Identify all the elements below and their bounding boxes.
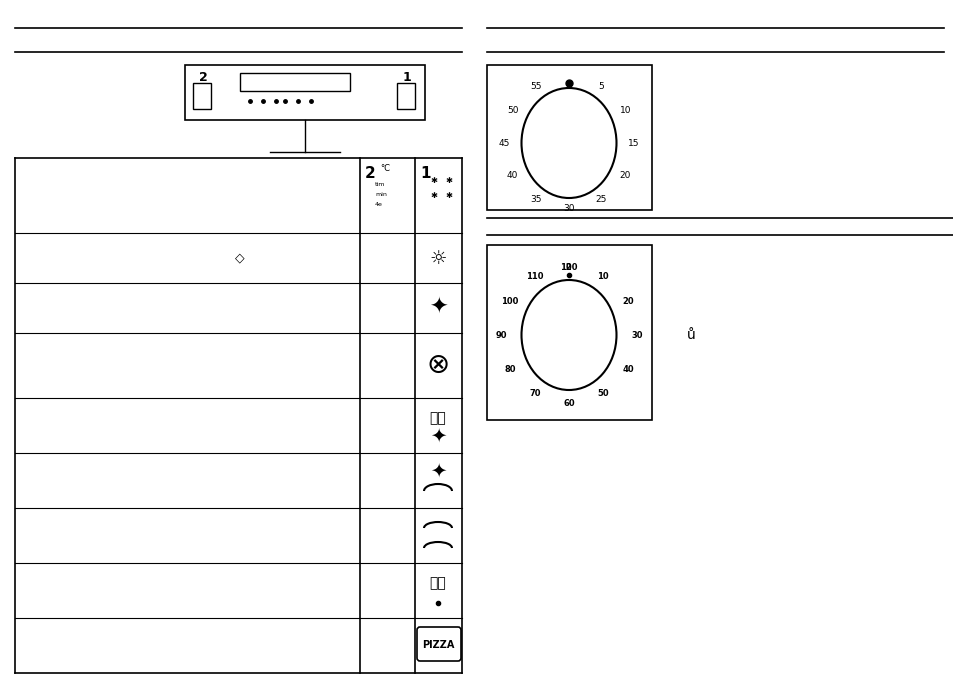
Text: 90: 90 <box>495 330 506 339</box>
Text: ◇: ◇ <box>235 252 245 265</box>
Text: 30: 30 <box>631 330 642 339</box>
Text: 10: 10 <box>597 272 608 281</box>
FancyBboxPatch shape <box>396 83 415 109</box>
Text: 25: 25 <box>596 195 606 204</box>
Text: ✦: ✦ <box>428 298 447 318</box>
Text: 2: 2 <box>198 70 207 84</box>
Text: 15: 15 <box>628 138 639 147</box>
Ellipse shape <box>521 88 616 198</box>
Text: ✱: ✱ <box>430 176 436 185</box>
Text: 0: 0 <box>565 263 571 272</box>
Text: 30: 30 <box>562 204 574 213</box>
Text: 35: 35 <box>530 195 541 204</box>
Text: 4e: 4e <box>375 202 382 207</box>
Text: ů: ů <box>686 328 695 342</box>
Text: 40: 40 <box>621 364 633 374</box>
Text: ✱: ✱ <box>444 176 452 185</box>
Text: 55: 55 <box>530 82 541 91</box>
Text: 〜〜: 〜〜 <box>429 576 446 590</box>
Text: ☼: ☼ <box>429 249 446 267</box>
Text: 10: 10 <box>618 106 630 115</box>
Text: ✦: ✦ <box>430 426 446 446</box>
Text: min: min <box>375 192 387 197</box>
Text: 1: 1 <box>419 166 430 180</box>
Text: 70: 70 <box>529 390 540 399</box>
Text: ✦: ✦ <box>430 462 446 480</box>
Text: 60: 60 <box>562 399 575 408</box>
FancyBboxPatch shape <box>416 627 460 661</box>
Text: PIZZA: PIZZA <box>421 640 454 650</box>
FancyBboxPatch shape <box>193 83 211 109</box>
Text: 40: 40 <box>506 171 517 180</box>
Text: 〜〜: 〜〜 <box>429 411 446 425</box>
Text: 20: 20 <box>618 171 630 180</box>
Text: 50: 50 <box>597 390 608 399</box>
Text: ✱: ✱ <box>430 191 436 200</box>
Text: ✱: ✱ <box>444 191 452 200</box>
Text: °C: °C <box>379 164 390 173</box>
FancyBboxPatch shape <box>240 73 350 91</box>
Text: 110: 110 <box>526 272 543 281</box>
Ellipse shape <box>521 280 616 390</box>
Text: 1: 1 <box>402 70 411 84</box>
Text: ⊗: ⊗ <box>426 351 449 379</box>
Text: 100: 100 <box>501 296 518 305</box>
Text: 50: 50 <box>506 106 517 115</box>
Text: tim: tim <box>375 182 385 187</box>
Text: 120: 120 <box>559 263 578 272</box>
Text: 2: 2 <box>365 166 375 180</box>
Text: 20: 20 <box>621 296 633 305</box>
Text: 45: 45 <box>497 138 509 147</box>
FancyBboxPatch shape <box>486 65 651 210</box>
FancyBboxPatch shape <box>486 245 651 420</box>
Text: 80: 80 <box>504 364 516 374</box>
FancyBboxPatch shape <box>185 65 424 120</box>
Text: 5: 5 <box>598 82 604 91</box>
